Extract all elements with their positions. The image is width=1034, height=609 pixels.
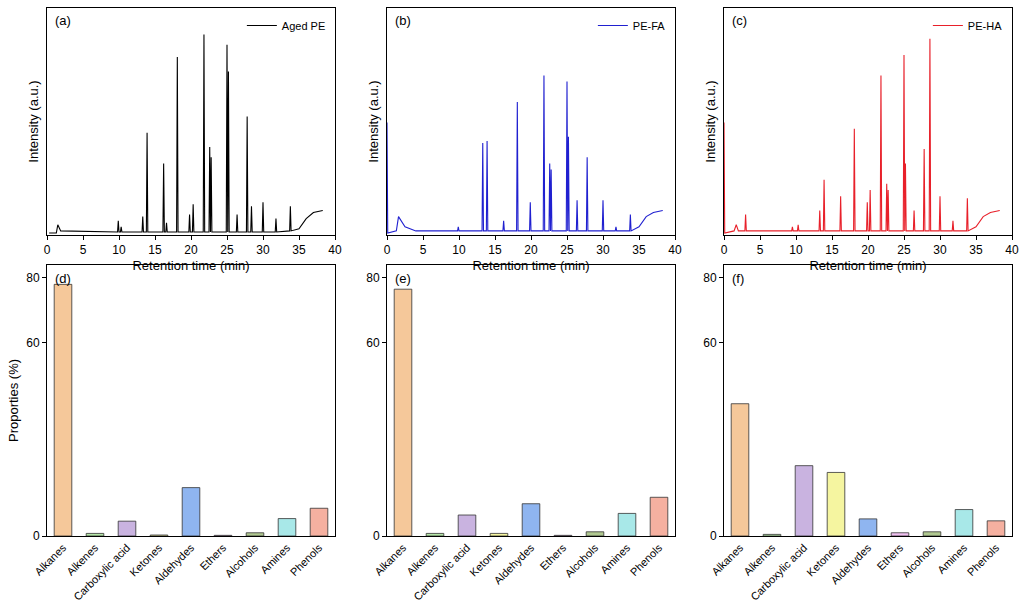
svg-text:0: 0 xyxy=(33,529,40,543)
svg-text:Alkanes: Alkanes xyxy=(372,541,409,578)
svg-text:PE-FA: PE-FA xyxy=(633,20,665,32)
svg-text:5: 5 xyxy=(80,243,87,257)
svg-text:Alcohols: Alcohols xyxy=(562,541,600,579)
svg-text:Alkanes: Alkanes xyxy=(32,541,69,578)
svg-text:35: 35 xyxy=(969,243,983,257)
svg-text:10: 10 xyxy=(789,243,803,257)
svg-text:Phenols: Phenols xyxy=(965,541,1002,578)
svg-text:25: 25 xyxy=(220,243,234,257)
svg-text:30: 30 xyxy=(596,243,610,257)
svg-text:Alkanes: Alkanes xyxy=(709,541,746,578)
svg-text:60: 60 xyxy=(366,336,380,350)
svg-text:20: 20 xyxy=(861,243,875,257)
svg-text:10: 10 xyxy=(112,243,126,257)
svg-text:Carboxylic acid: Carboxylic acid xyxy=(411,542,472,603)
svg-text:Ethers: Ethers xyxy=(537,541,568,572)
svg-text:35: 35 xyxy=(632,243,646,257)
svg-text:(a): (a) xyxy=(55,13,71,28)
svg-text:Carboxylic acid: Carboxylic acid xyxy=(748,542,809,603)
svg-text:Alkenes: Alkenes xyxy=(404,541,441,578)
svg-text:10: 10 xyxy=(452,243,466,257)
svg-text:Proporties (%): Proporties (%) xyxy=(6,359,21,442)
svg-text:Aged PE: Aged PE xyxy=(282,20,325,32)
svg-text:80: 80 xyxy=(703,271,717,285)
svg-text:Retention time (min): Retention time (min) xyxy=(472,258,589,273)
svg-text:Intensity (a.u.): Intensity (a.u.) xyxy=(703,80,718,162)
svg-text:PE-HA: PE-HA xyxy=(968,20,1002,32)
svg-text:60: 60 xyxy=(26,336,40,350)
svg-text:Aldehydes: Aldehydes xyxy=(828,541,873,586)
svg-text:Phenols: Phenols xyxy=(288,541,325,578)
svg-text:Ethers: Ethers xyxy=(197,541,228,572)
svg-text:Aldehydes: Aldehydes xyxy=(491,541,536,586)
svg-text:Alkenes: Alkenes xyxy=(741,541,778,578)
svg-text:5: 5 xyxy=(420,243,427,257)
svg-text:Amines: Amines xyxy=(258,541,293,576)
svg-text:Carboxylic acid: Carboxylic acid xyxy=(71,542,132,603)
svg-text:40: 40 xyxy=(668,243,682,257)
svg-text:Amines: Amines xyxy=(935,541,970,576)
svg-text:Ethers: Ethers xyxy=(874,541,905,572)
svg-text:Amines: Amines xyxy=(598,541,633,576)
svg-text:Retention time (min): Retention time (min) xyxy=(132,258,249,273)
svg-text:25: 25 xyxy=(897,243,911,257)
svg-text:(c): (c) xyxy=(732,13,747,28)
svg-text:0: 0 xyxy=(373,529,380,543)
svg-text:(d): (d) xyxy=(55,271,71,286)
svg-text:Intensity (a.u.): Intensity (a.u.) xyxy=(366,80,381,162)
svg-text:20: 20 xyxy=(524,243,538,257)
svg-text:Intensity (a.u.): Intensity (a.u.) xyxy=(26,80,41,162)
svg-text:Phenols: Phenols xyxy=(628,541,665,578)
svg-text:60: 60 xyxy=(703,336,717,350)
svg-text:20: 20 xyxy=(184,243,198,257)
svg-text:Ketones: Ketones xyxy=(467,541,504,578)
svg-text:Alcohols: Alcohols xyxy=(899,541,937,579)
svg-text:35: 35 xyxy=(292,243,306,257)
svg-text:80: 80 xyxy=(366,271,380,285)
svg-text:0: 0 xyxy=(721,243,728,257)
svg-text:Alkenes: Alkenes xyxy=(64,541,101,578)
svg-text:15: 15 xyxy=(488,243,502,257)
svg-text:40: 40 xyxy=(1005,243,1019,257)
svg-text:Ketones: Ketones xyxy=(127,541,164,578)
svg-text:15: 15 xyxy=(148,243,162,257)
svg-text:15: 15 xyxy=(825,243,839,257)
svg-text:(e): (e) xyxy=(395,271,411,286)
svg-text:30: 30 xyxy=(933,243,947,257)
svg-text:Retention time (min): Retention time (min) xyxy=(809,258,926,273)
svg-text:40: 40 xyxy=(328,243,342,257)
svg-text:30: 30 xyxy=(256,243,270,257)
svg-text:0: 0 xyxy=(44,243,51,257)
svg-text:Aldehydes: Aldehydes xyxy=(151,541,196,586)
svg-text:80: 80 xyxy=(26,271,40,285)
svg-text:0: 0 xyxy=(384,243,391,257)
svg-text:5: 5 xyxy=(757,243,764,257)
svg-text:(f): (f) xyxy=(732,271,744,286)
svg-text:0: 0 xyxy=(710,529,717,543)
svg-text:Alcohols: Alcohols xyxy=(222,541,260,579)
svg-text:25: 25 xyxy=(560,243,574,257)
svg-text:(b): (b) xyxy=(395,13,411,28)
svg-text:Ketones: Ketones xyxy=(804,541,841,578)
